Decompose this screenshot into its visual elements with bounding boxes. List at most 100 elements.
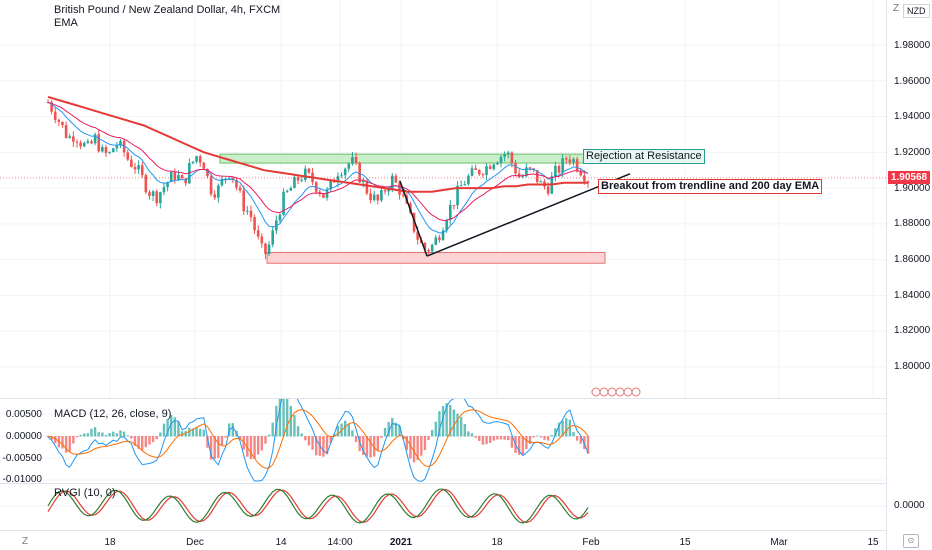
zoom-label[interactable]: Z [22,536,29,547]
macd-histogram-bar [449,404,452,437]
candle-body [329,180,332,190]
macd-histogram-bar [267,434,271,437]
candle-body [111,148,115,153]
macd-histogram-bar [307,436,311,446]
macd-histogram-bar [336,425,340,437]
macd-histogram-bar [130,436,133,439]
macd-histogram-bar [133,436,137,446]
candle-body [155,191,159,204]
candle-body [351,157,354,164]
candle-body [539,181,543,183]
candle-body [340,175,343,177]
macd-histogram-bar [206,436,209,448]
price-pane[interactable]: British Pound / New Zealand Dollar, 4h, … [0,0,886,398]
macd-histogram-bar [452,409,456,437]
macd-histogram-bar [503,436,506,440]
macd-chart[interactable] [0,399,886,483]
macd-histogram-bar [285,399,289,437]
macd-histogram-bar [412,436,416,463]
macd-histogram-bar [253,436,256,460]
candle-body [242,190,246,212]
macd-histogram-bar [151,436,155,443]
rvgi-pane[interactable]: RVGI (10, 0) [0,484,886,530]
candle-body [514,163,517,174]
macd-histogram-bar [202,429,206,437]
price-tick-label: 1.82000 [894,325,931,336]
candle-body [267,244,271,254]
candle-body [358,162,361,183]
zoom-label[interactable]: Z [893,3,900,14]
indicator-label: EMA [54,17,78,29]
candle-body [195,156,198,162]
macd-histogram-bar [481,436,485,445]
macd-histogram-bar [112,431,115,437]
macd-histogram-bar [423,436,427,451]
candle-body [133,166,137,170]
macd-histogram-bar [260,436,264,451]
macd-histogram-bar [568,419,572,437]
pane-separator[interactable] [0,483,932,484]
candle-body [209,176,213,195]
macd-histogram-bar [405,436,408,451]
candle-body [90,141,93,144]
pane-separator[interactable] [0,398,932,399]
candle-body [525,167,528,177]
candle-body [260,236,264,244]
resistance-note[interactable]: Rejection at Resistance [583,149,705,164]
chart-title: British Pound / New Zealand Dollar, 4h, … [54,4,281,16]
candle-body [137,165,140,170]
macd-histogram-bar [525,436,528,449]
tradingview-logo-icon[interactable]: ⊙ [903,534,919,548]
macd-pane[interactable]: MACD (12, 26, close, 9) [0,399,886,483]
rvgi-chart[interactable] [0,484,886,530]
macd-histogram-bar [441,405,445,437]
macd-tick-label: -0.01000 [2,474,42,485]
macd-histogram-bar [528,436,532,444]
breakout-note[interactable]: Breakout from trendline and 200 day EMA [598,179,823,194]
macd-histogram-bar [394,422,398,437]
macd-histogram-bar [90,428,93,437]
candle-body [459,185,463,187]
macd-histogram-bar [365,436,369,457]
candle-body [166,182,169,188]
candle-body [101,147,104,152]
candle-body [148,192,151,196]
ema-fast-line [47,101,589,234]
macd-histogram-bar [148,436,151,445]
candle-body [307,168,311,173]
macd-histogram-bar [532,436,535,438]
event-marker-icon [631,387,641,397]
macd-histogram-bar [322,436,325,457]
macd-histogram-bar [387,422,390,437]
price-tick-label: 1.80000 [894,361,931,372]
candle-body [68,136,72,138]
macd-histogram-bar [304,436,307,441]
price-axis[interactable] [886,0,932,550]
candle-body [289,187,293,191]
candle-body [336,176,340,183]
candle-body [72,136,75,142]
time-tick-label: 18 [491,537,503,548]
macd-histogram-bar [119,430,122,437]
candle-body [575,159,579,171]
currency-selector[interactable]: NZD [903,4,930,18]
candle-body [470,168,474,176]
price-chart[interactable] [0,0,886,398]
macd-histogram-bar [173,417,177,437]
candle-body [304,168,307,180]
macd-histogram-bar [155,436,158,440]
macd-histogram-bar [97,432,100,437]
candle-body [198,156,202,163]
macd-histogram-bar [115,433,119,437]
macd-histogram-bar [144,436,148,448]
macd-histogram-bar [434,421,437,437]
macd-histogram-bar [445,403,448,437]
candle-body [467,175,470,185]
price-tick-label: 1.96000 [894,76,931,87]
macd-histogram-bar [492,436,495,441]
price-tick-label: 1.84000 [894,290,931,301]
candle-body [401,194,405,196]
candle-body [430,244,434,252]
macd-histogram-bar [521,436,524,455]
candle-body [184,178,188,184]
